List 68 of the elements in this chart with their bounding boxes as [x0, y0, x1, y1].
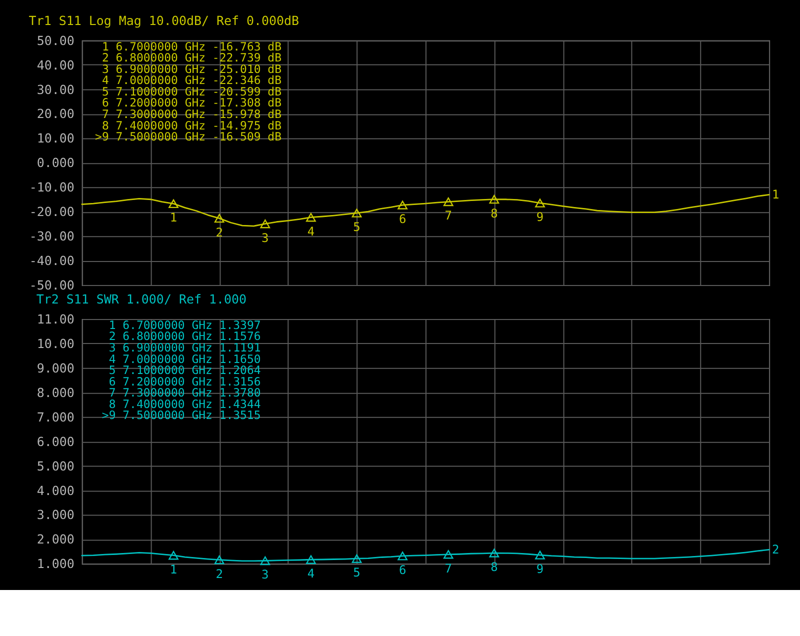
- series-label: 6: [398, 562, 406, 577]
- y-tick-label: 5.000: [36, 458, 74, 474]
- point: [214, 555, 224, 564]
- y-tick-label: 30.00: [36, 82, 74, 97]
- annotation: 1 6.7000000 GHz 1.3397: [108, 318, 261, 332]
- point: [352, 554, 362, 563]
- y-tick-label: 50.00: [36, 32, 74, 48]
- annotation: >9 7.5000000 GHz -16.509 dB: [95, 130, 282, 144]
- series-label: 1: [170, 562, 178, 576]
- point: [260, 220, 270, 228]
- series-label: 5: [353, 220, 360, 234]
- y-tick-label: -40.00: [29, 253, 74, 268]
- point: [306, 213, 316, 222]
- series-label: 8: [490, 206, 498, 220]
- series-label: 3: [262, 230, 269, 245]
- y-tick-label: -30.00: [29, 228, 74, 244]
- point: [306, 555, 316, 564]
- chart-title: Tr1 S11 Log Mag 10.00dB/ Ref 0.000dB: [28, 12, 300, 28]
- y-tick-label: 3.000: [36, 507, 74, 522]
- chart-title: Tr2 S11 SWR 1.000/ Ref 1.000: [36, 291, 247, 306]
- y-tick-label: 4.000: [36, 482, 74, 498]
- annotation: 2 6.8000000 GHz 1.1576: [108, 329, 261, 344]
- series-label: 2: [216, 566, 223, 581]
- y-tick-label: 20.00: [36, 106, 74, 122]
- series-label: 4: [307, 566, 315, 581]
- point: [168, 551, 178, 560]
- series-label: 7: [444, 208, 452, 223]
- point: [214, 214, 224, 223]
- series-label: 4: [307, 224, 315, 238]
- point: [535, 550, 545, 560]
- y-tick-label: 10.00: [36, 130, 74, 146]
- y-tick-label: 1.000: [36, 556, 74, 572]
- series-label: 1: [170, 210, 178, 225]
- series-label: 9: [536, 562, 544, 576]
- y-tick-label: -20.00: [29, 204, 74, 220]
- y-tick-label: 0.000: [36, 155, 74, 170]
- series-label: 1: [772, 188, 780, 202]
- y-tick-label: 40.00: [36, 57, 74, 72]
- y-tick-label: 2.000: [36, 532, 74, 547]
- series-label: 7: [444, 561, 452, 576]
- point: [168, 199, 178, 208]
- y-tick-label: 10.00: [36, 336, 74, 351]
- series-label: 5: [353, 566, 360, 580]
- y-tick-label: 7.000: [36, 409, 74, 424]
- point: [352, 208, 362, 218]
- y-tick-label: 9.000: [36, 360, 74, 376]
- series-label: 2: [772, 542, 780, 557]
- point: [398, 552, 408, 560]
- series-label: 8: [490, 560, 498, 574]
- series-label: 9: [536, 210, 544, 224]
- point: [535, 198, 545, 208]
- y-tick-label: -10.00: [29, 180, 74, 195]
- point: [489, 548, 500, 558]
- annotation: 6 7.2000000 GHz -17.308 dB: [102, 96, 282, 110]
- point: [260, 556, 270, 566]
- series-label: 6: [398, 212, 406, 226]
- series-label: 2: [216, 225, 223, 240]
- y-tick-label: 8.000: [36, 384, 74, 400]
- y-tick-label: 11.00: [36, 311, 74, 326]
- annotation: >9 7.5000000 GHz 1.3515: [102, 408, 261, 422]
- series-label: 3: [262, 568, 269, 582]
- annotation: 1 6.7000000 GHz -16.763 dB: [102, 39, 282, 54]
- point: [489, 194, 500, 204]
- point: [443, 550, 454, 559]
- point: [398, 200, 408, 210]
- y-tick-label: -50.00: [29, 278, 74, 293]
- point: [443, 197, 454, 206]
- y-tick-label: 6.000: [36, 434, 74, 449]
